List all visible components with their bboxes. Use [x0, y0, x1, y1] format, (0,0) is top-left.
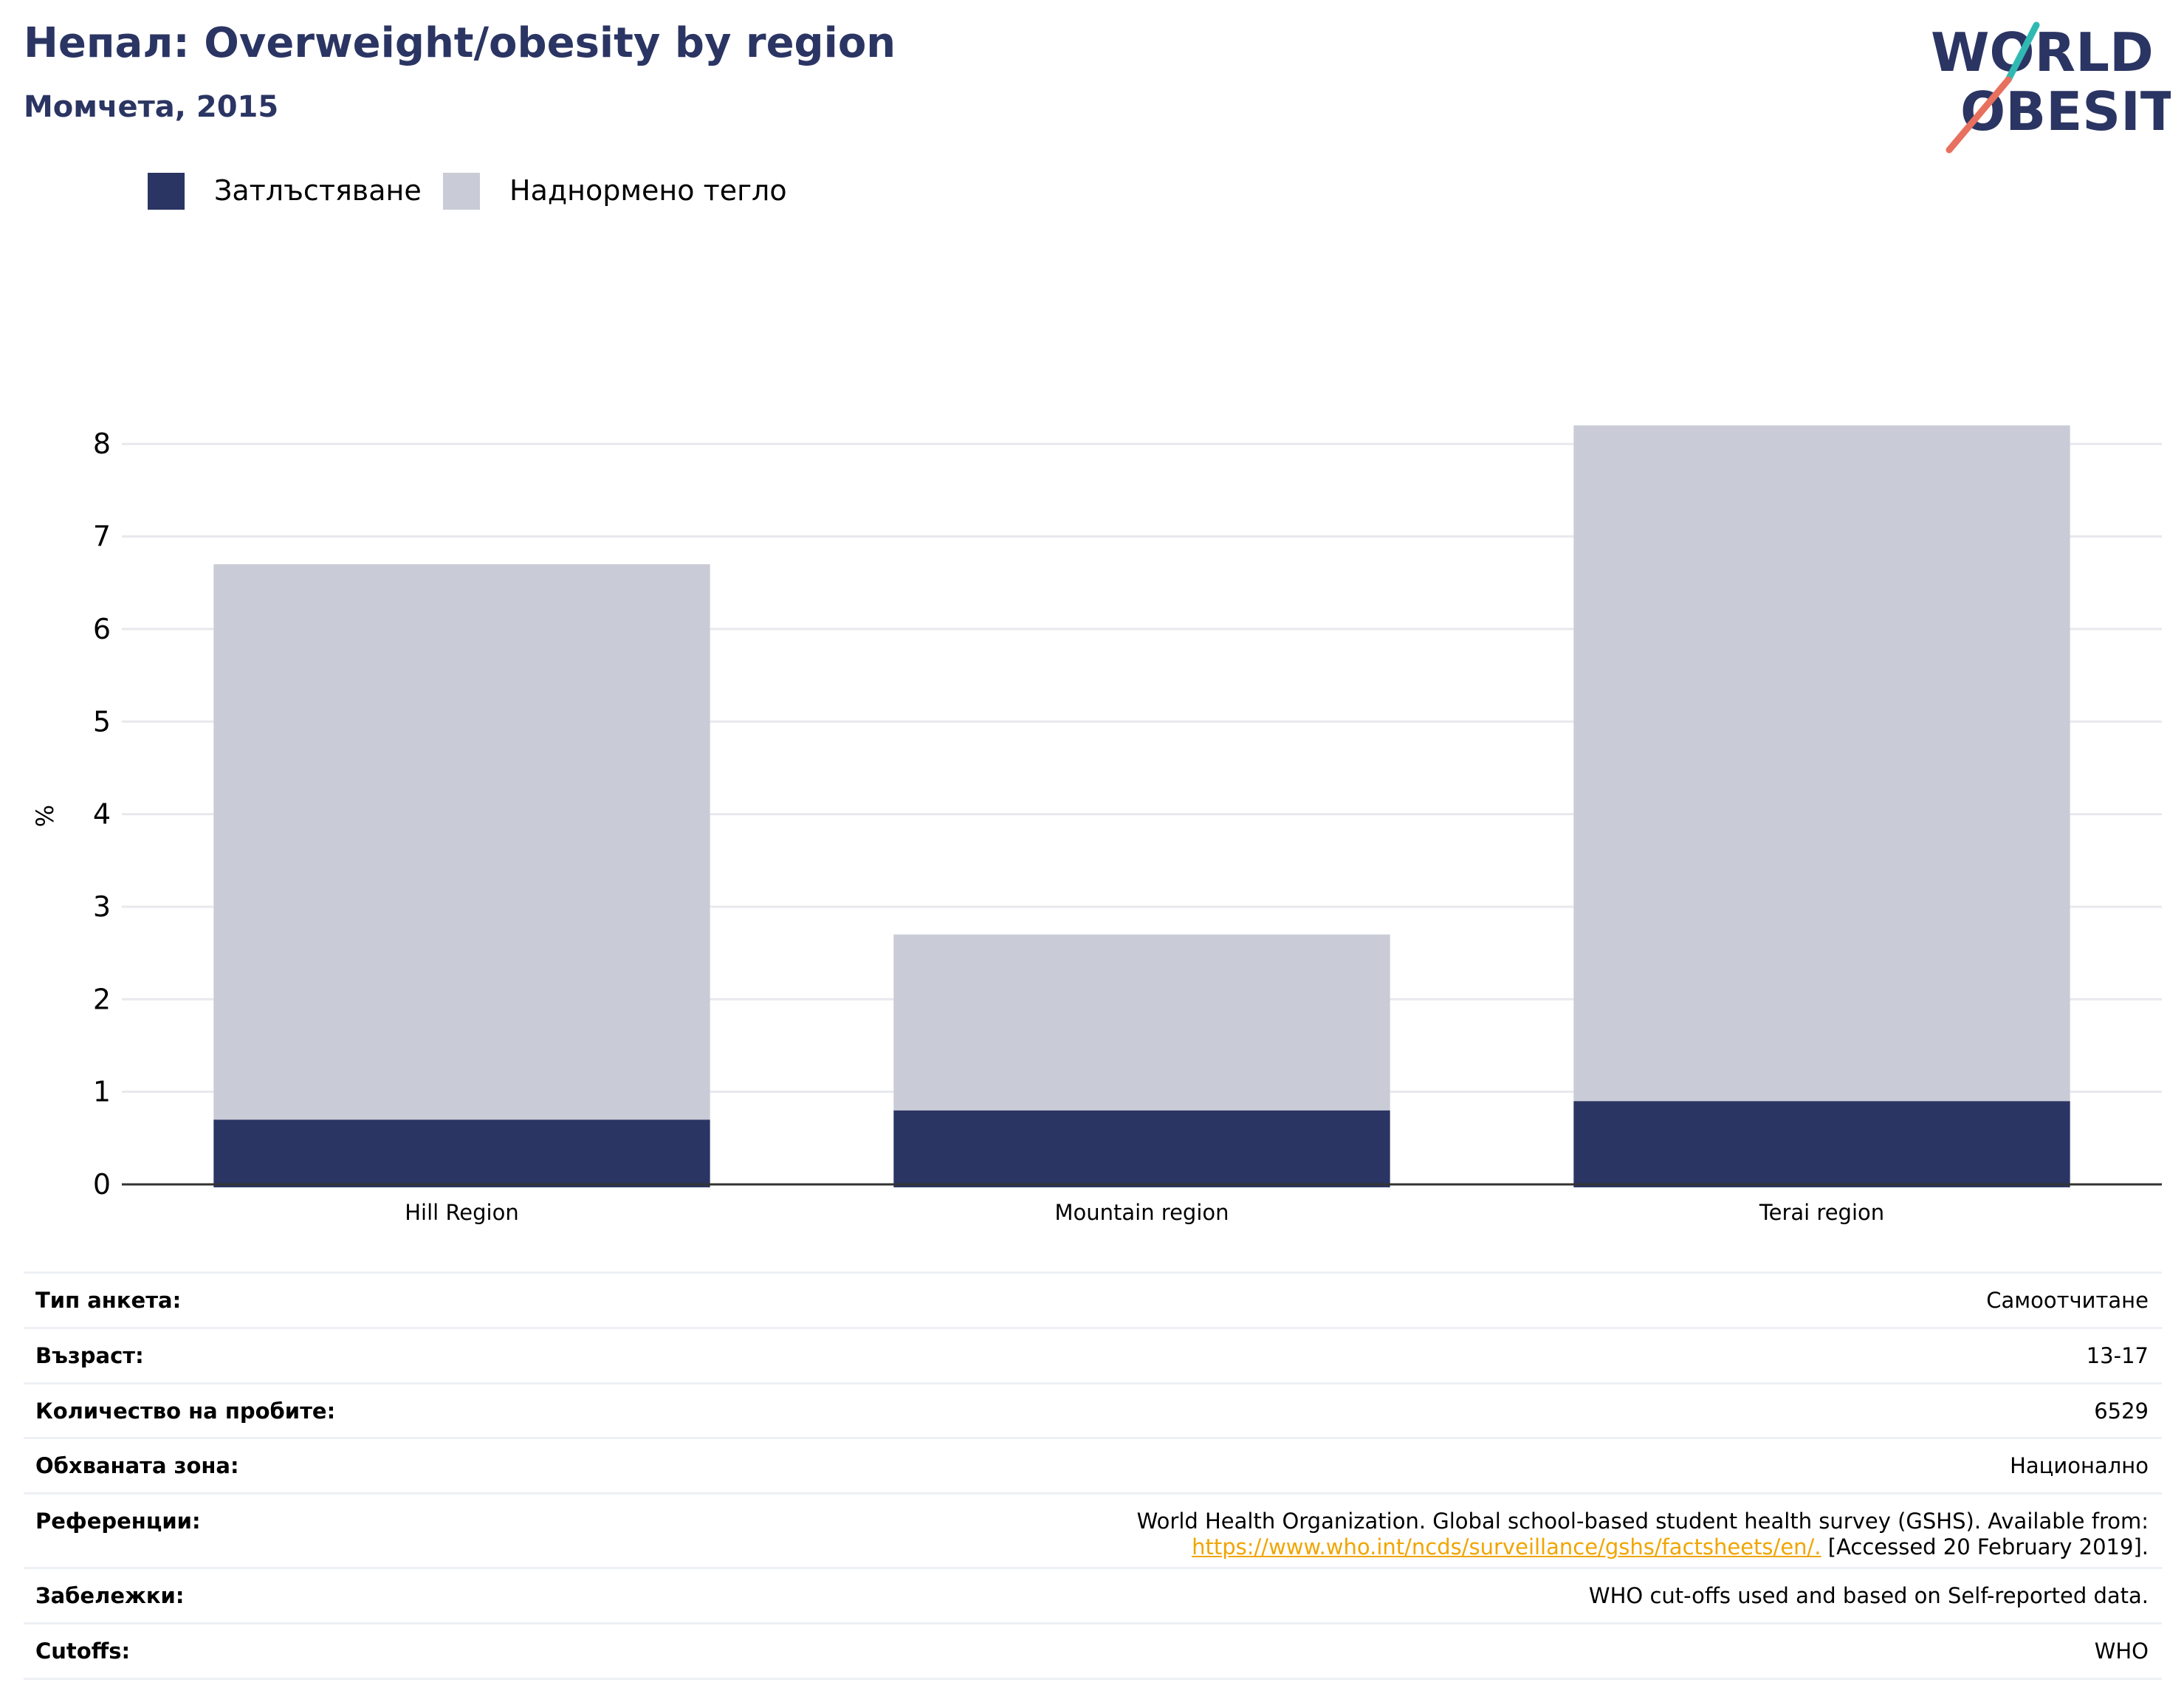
y-tick-label: 3 — [93, 891, 111, 923]
info-row-sample-size: Количество на пробите: 6529 — [24, 1384, 2162, 1440]
logo-slash-top — [2005, 21, 2040, 83]
bar-obesity — [893, 1110, 1390, 1187]
legend-swatch-obesity — [148, 173, 185, 210]
bar-overweight — [893, 934, 1390, 1111]
logo-line-world: WORLD — [1931, 21, 2154, 83]
info-value: WHO — [2094, 1638, 2149, 1664]
reference-accessed: [Accessed 20 February 2019]. — [1821, 1534, 2149, 1559]
y-tick-label: 4 — [93, 798, 111, 831]
y-tick-label: 8 — [93, 428, 111, 460]
info-value: 6529 — [2094, 1398, 2149, 1424]
info-label: Cutoffs: — [35, 1638, 131, 1664]
info-value: Самоотчитане — [1986, 1288, 2149, 1313]
info-row-notes: Забележки: WHO cut-offs used and based o… — [24, 1569, 2162, 1624]
legend-label-obesity: Затлъстяване — [214, 174, 422, 207]
x-tick-label: Hill Region — [405, 1200, 518, 1225]
info-row-age: Възраст: 13-17 — [24, 1329, 2162, 1384]
bar-chart: 0 1 2 3 4 5 6 7 8% Hill Region Mountain region Tera… — [31, 425, 2162, 1225]
chart-title: Непал: Overweight/obesity by region — [24, 19, 896, 67]
info-row-survey-type: Тип анкета: Самоотчитане — [24, 1274, 2162, 1329]
x-tick-label: Mountain region — [1054, 1200, 1229, 1225]
info-row-coverage: Обхваната зона: Национално — [24, 1439, 2162, 1495]
info-label: Референции: — [35, 1509, 201, 1534]
reference-link[interactable]: https://www.who.int/ncds/surveillance/gs… — [1192, 1534, 1821, 1559]
reference-text: World Health Organization. Global school… — [1136, 1509, 2149, 1534]
info-label: Забележки: — [35, 1583, 185, 1609]
bar-overweight — [213, 564, 710, 1120]
y-tick-label: 7 — [93, 521, 111, 553]
y-tick-label: 2 — [93, 983, 111, 1015]
info-value: WHO cut-offs used and based on Self-repo… — [1588, 1583, 2149, 1609]
y-axis-label: % — [31, 805, 59, 827]
logo-line-obesity: OBESITY — [1960, 80, 2171, 143]
info-row-references: Референции: World Health Organization. G… — [24, 1495, 2162, 1570]
y-tick-label: 1 — [93, 1076, 111, 1108]
chart-subtitle: Момчета, 2015 — [24, 90, 279, 124]
survey-info-table: Тип анкета: Самоотчитане Възраст: 13-17 … — [24, 1272, 2162, 1680]
info-value-references: World Health Organization. Global school… — [24, 1495, 2162, 1574]
world-obesity-logo: WORLD OBESITY — [1931, 21, 2171, 154]
info-label: Обхваната зона: — [35, 1453, 239, 1479]
info-value: 13-17 — [2086, 1342, 2149, 1368]
y-tick-label: 5 — [93, 705, 111, 738]
info-row-cutoffs: Cutoffs: WHO — [24, 1624, 2162, 1680]
info-label: Тип анкета: — [35, 1288, 182, 1313]
legend-swatch-overweight — [443, 173, 480, 210]
x-tick-label: Terai region — [1759, 1200, 1884, 1225]
bar-overweight — [1573, 425, 2070, 1102]
info-label: Количество на пробите: — [35, 1398, 336, 1424]
info-value: Национално — [2010, 1453, 2149, 1479]
y-tick-label: 0 — [93, 1168, 111, 1201]
info-label: Възраст: — [35, 1342, 144, 1368]
bar-obesity — [213, 1119, 710, 1187]
bar-obesity — [1573, 1101, 2070, 1187]
legend-label-overweight: Наднормено тегло — [509, 174, 787, 207]
logo-slash-bottom — [1946, 76, 2012, 154]
y-tick-label: 6 — [93, 613, 111, 645]
